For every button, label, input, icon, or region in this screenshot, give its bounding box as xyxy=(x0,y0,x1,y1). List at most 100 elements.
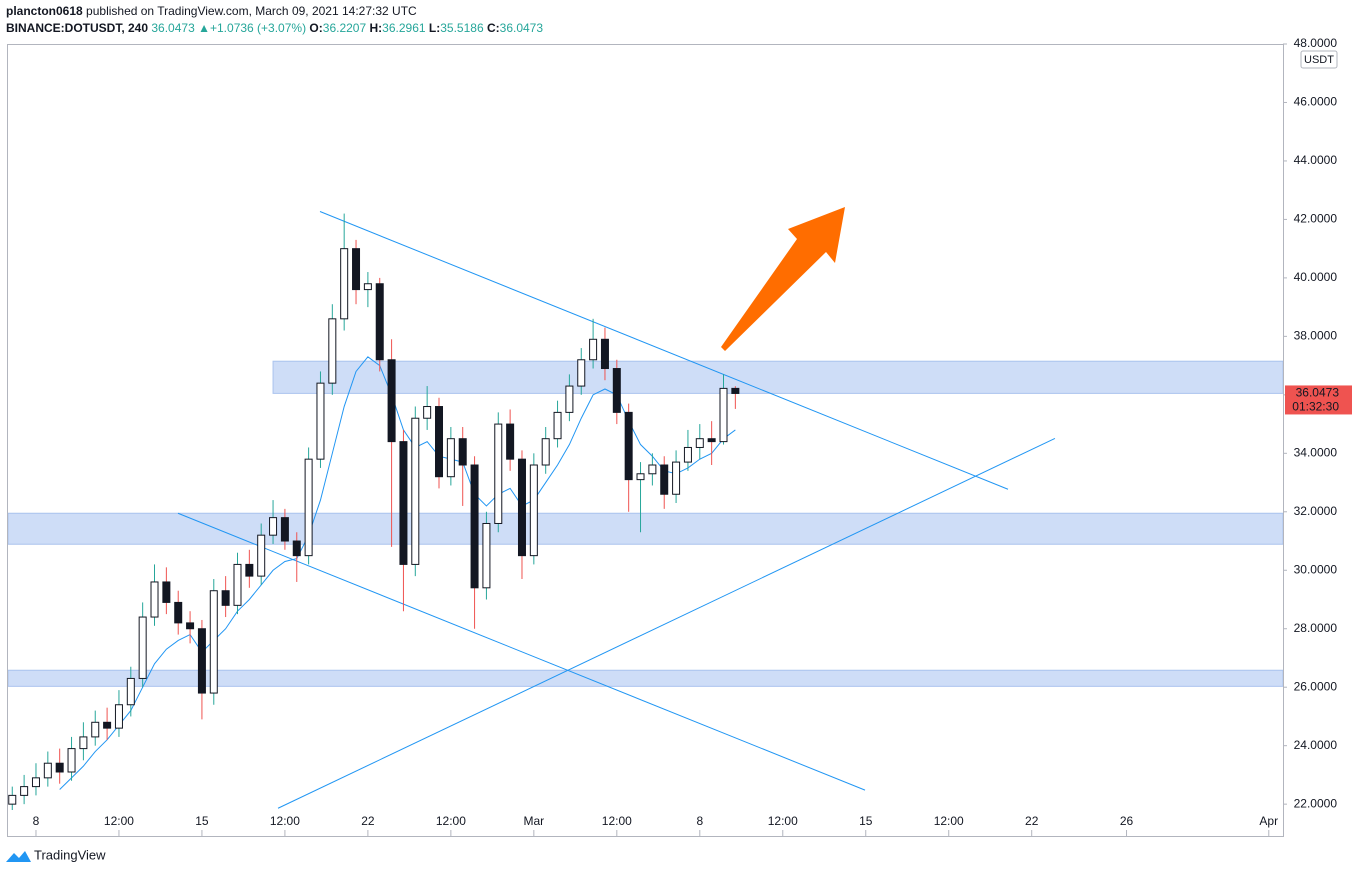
candle-body xyxy=(577,359,586,387)
candle-body xyxy=(233,563,242,606)
candle-body xyxy=(150,581,159,618)
footer: TradingView xyxy=(34,847,106,862)
candle-body xyxy=(565,385,574,413)
candle-body xyxy=(435,406,444,478)
ohlc-label: O: xyxy=(309,21,322,35)
y-tick-label: 38.0000 xyxy=(1294,329,1338,343)
x-tick-label: 12:00 xyxy=(270,814,300,828)
last-price-label: 36.0473 xyxy=(1296,386,1340,400)
y-tick-label: 44.0000 xyxy=(1294,153,1338,167)
candle-body xyxy=(186,622,195,630)
ohlc-value: 36.2207 xyxy=(323,21,367,35)
candle-body xyxy=(304,458,313,557)
candle-body xyxy=(399,441,408,565)
y-tick-label: 34.0000 xyxy=(1294,445,1338,459)
x-tick-label: 8 xyxy=(33,814,40,828)
y-tick-label: 22.0000 xyxy=(1294,796,1338,810)
candle-body xyxy=(517,458,526,557)
candle-body xyxy=(589,338,598,361)
ohlc-label: L: xyxy=(429,21,440,35)
x-tick-label: 8 xyxy=(696,814,703,828)
candle-body xyxy=(553,411,562,440)
candle-body xyxy=(103,721,112,729)
candle-body xyxy=(114,704,123,729)
logo-icon xyxy=(6,851,31,862)
y-tick-label: 32.0000 xyxy=(1294,504,1338,518)
candle-body xyxy=(600,338,609,370)
candle-body xyxy=(636,473,645,481)
trendline xyxy=(319,211,1009,490)
candle-body xyxy=(612,368,621,413)
x-tick-label: 26 xyxy=(1120,814,1134,828)
x-tick-label: 12:00 xyxy=(602,814,632,828)
x-tick-label: 15 xyxy=(859,814,873,828)
candle-body xyxy=(660,464,669,495)
y-tick-label: 42.0000 xyxy=(1294,212,1338,226)
currency: USDT xyxy=(1304,54,1334,66)
candle-body xyxy=(470,464,479,589)
plot xyxy=(8,211,1283,810)
logo xyxy=(6,851,31,862)
moving-average xyxy=(59,356,736,790)
x-tick-label: 12:00 xyxy=(436,814,466,828)
candle-body xyxy=(43,762,52,779)
candle-body xyxy=(506,423,515,460)
candle-body xyxy=(79,736,88,750)
y-tick-label: 26.0000 xyxy=(1294,679,1338,693)
currency-box xyxy=(1300,50,1338,69)
candle-body xyxy=(67,748,76,773)
candle-body xyxy=(411,417,420,565)
candle-body xyxy=(280,517,289,542)
zone xyxy=(8,669,1283,687)
change-arrow: ▲ xyxy=(198,21,210,35)
candle-body xyxy=(55,762,64,773)
candle-body xyxy=(446,438,455,478)
change: +1.0736 (+3.07%) xyxy=(210,21,306,35)
zone xyxy=(8,512,1283,545)
candle-body xyxy=(624,411,633,481)
candle-body xyxy=(352,248,361,291)
x-tick-label: 22 xyxy=(361,814,375,828)
y-tick-label: 24.0000 xyxy=(1294,738,1338,752)
ohlc-value: 36.2961 xyxy=(382,21,426,35)
candle-body xyxy=(197,628,206,694)
candle-body xyxy=(245,563,254,577)
candle-body xyxy=(174,601,183,624)
candle-body xyxy=(31,777,40,788)
candle-body xyxy=(91,721,100,738)
last: 36.0473 xyxy=(151,21,195,35)
candle-body xyxy=(269,517,278,536)
x-tick-label: 15 xyxy=(195,814,209,828)
published: published on TradingView.com, March 09, … xyxy=(86,4,417,18)
candle-body xyxy=(126,677,135,706)
header-line-2: BINANCE:DOTUSDT, 240 36.0473 ▲+1.0736 (+… xyxy=(6,21,543,35)
y-tick-label: 48.0000 xyxy=(1294,36,1338,50)
candle-body xyxy=(162,581,171,603)
plot-border xyxy=(7,44,1284,837)
x-tick-label: Mar xyxy=(524,814,545,828)
symbol: BINANCE:DOTUSDT, 240 xyxy=(6,21,148,35)
candle-body xyxy=(494,423,503,524)
candle-body xyxy=(340,248,349,320)
candle-body xyxy=(257,534,266,577)
candle-body xyxy=(683,446,692,463)
candle-body xyxy=(731,387,740,394)
candle-body xyxy=(209,590,218,694)
y-tick-label: 30.0000 xyxy=(1294,562,1338,576)
candle-body xyxy=(719,387,728,443)
candle-body xyxy=(707,438,716,443)
trendline xyxy=(277,437,1056,809)
candle-body xyxy=(316,382,325,460)
ohlc-label: C: xyxy=(487,21,500,35)
candle-body xyxy=(363,283,372,291)
candle-body xyxy=(541,438,550,466)
x-tick-label: Apr xyxy=(1259,814,1278,828)
candle-body xyxy=(8,794,17,805)
zone xyxy=(272,360,1283,394)
candle-body xyxy=(387,359,396,443)
x-tick-label: 12:00 xyxy=(104,814,134,828)
candle-body xyxy=(423,406,432,419)
ohlc-value: 36.0473 xyxy=(500,21,544,35)
